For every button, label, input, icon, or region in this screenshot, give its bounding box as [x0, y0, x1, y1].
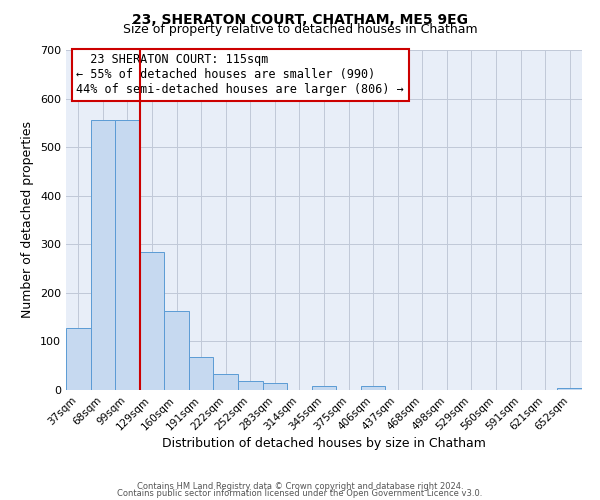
- Y-axis label: Number of detached properties: Number of detached properties: [22, 122, 34, 318]
- Bar: [238, 381, 263, 390]
- Text: Contains HM Land Registry data © Crown copyright and database right 2024.: Contains HM Land Registry data © Crown c…: [137, 482, 463, 491]
- Bar: [140, 252, 164, 390]
- Bar: [164, 311, 189, 390]
- Bar: [557, 388, 582, 390]
- Text: 23, SHERATON COURT, CHATHAM, ME5 9EG: 23, SHERATON COURT, CHATHAM, ME5 9EG: [132, 12, 468, 26]
- Bar: [361, 386, 385, 390]
- Bar: [189, 357, 214, 390]
- Text: 23 SHERATON COURT: 115sqm
← 55% of detached houses are smaller (990)
44% of semi: 23 SHERATON COURT: 115sqm ← 55% of detac…: [76, 54, 404, 96]
- Bar: [115, 120, 140, 390]
- Bar: [214, 374, 238, 390]
- X-axis label: Distribution of detached houses by size in Chatham: Distribution of detached houses by size …: [162, 438, 486, 450]
- Text: Size of property relative to detached houses in Chatham: Size of property relative to detached ho…: [122, 22, 478, 36]
- Bar: [263, 383, 287, 390]
- Bar: [66, 328, 91, 390]
- Bar: [91, 120, 115, 390]
- Bar: [312, 386, 336, 390]
- Text: Contains public sector information licensed under the Open Government Licence v3: Contains public sector information licen…: [118, 489, 482, 498]
